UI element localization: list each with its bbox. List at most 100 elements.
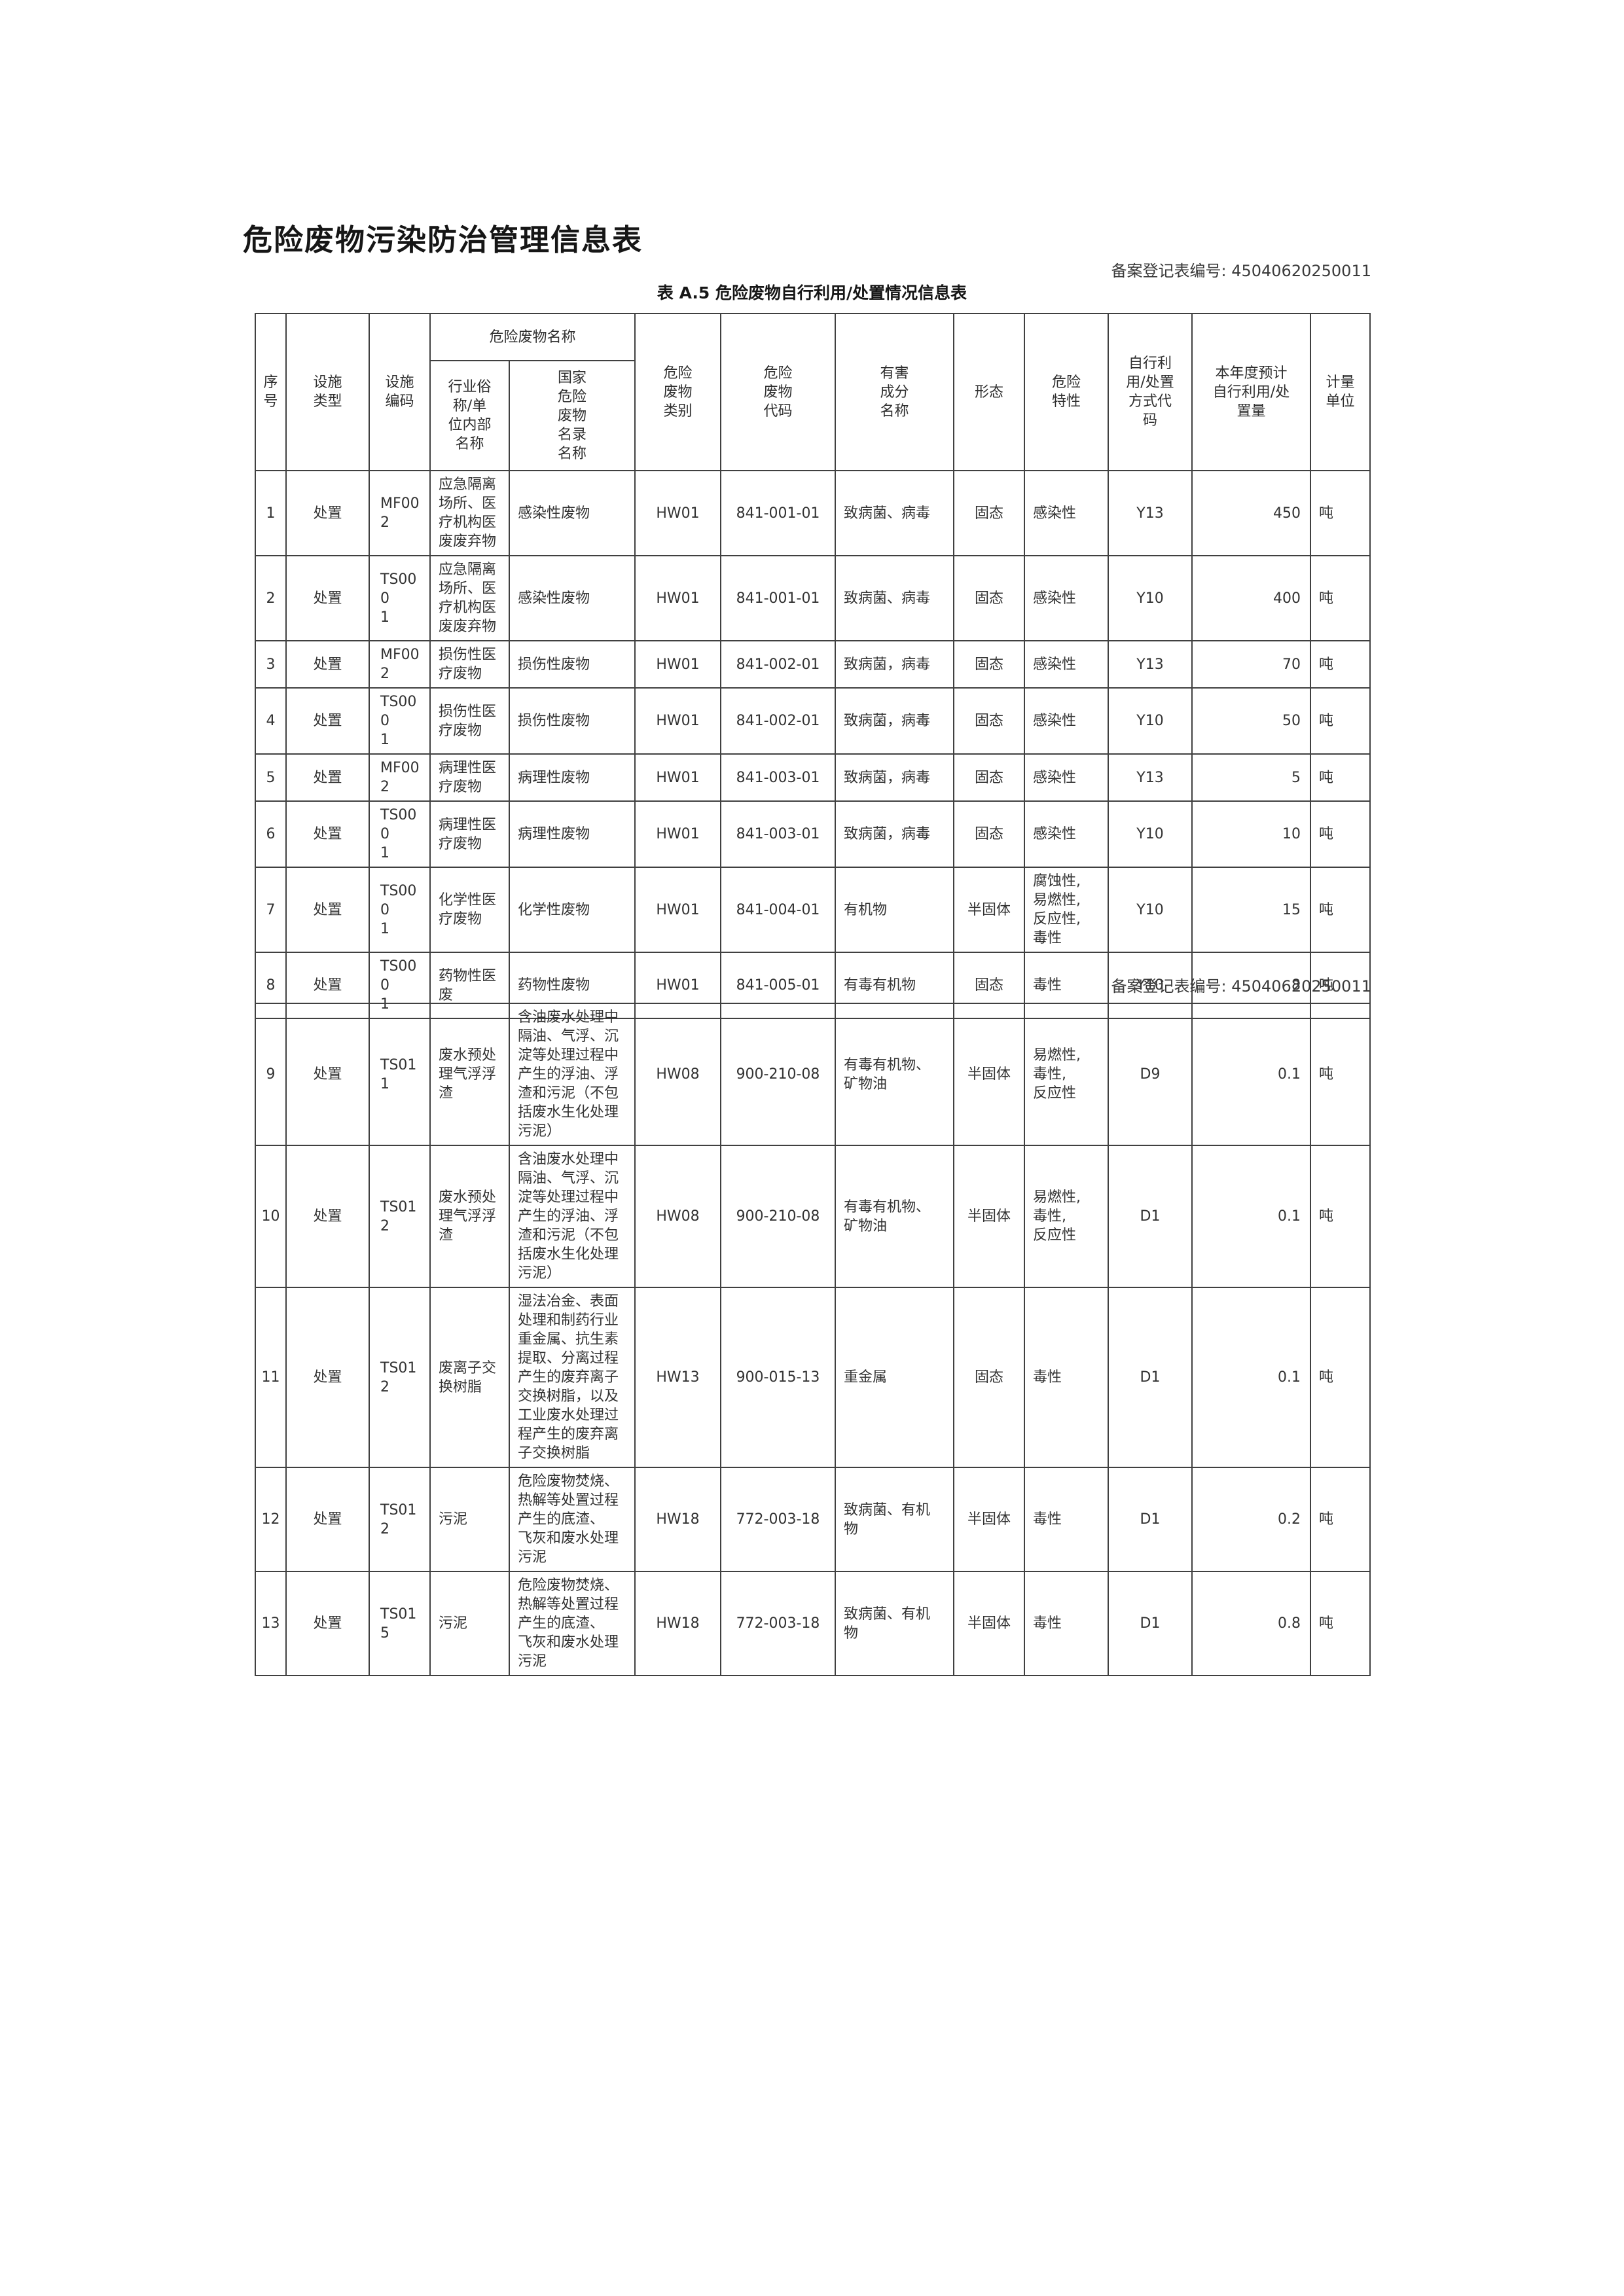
cell-method-code: Y13: [1108, 470, 1193, 556]
cell-facility-type: 处置: [285, 1287, 370, 1468]
cell-facility-type: 处置: [285, 555, 370, 641]
cell-harmful-component: 有毒有机物、 矿物油: [835, 1003, 954, 1146]
cell-facility-type: 处置: [285, 1571, 370, 1676]
cell-unit: 吨: [1310, 867, 1371, 953]
cell-harmful-component: 重金属: [835, 1287, 954, 1468]
cell-waste-code: 841-003-01: [720, 753, 837, 802]
cell-seq: 1: [255, 470, 287, 556]
cell-industry-name: 病理性医 疗废物: [429, 753, 510, 802]
cell-facility-code: MF002: [369, 470, 431, 556]
cell-catalog-name: 损伤性废物: [508, 687, 636, 755]
cell-amount: 0.1: [1191, 1003, 1311, 1146]
header-form: 形态: [953, 313, 1026, 471]
header-catalog-name: 国家 危险 废物 名录 名称: [508, 360, 636, 471]
cell-hazard-property: 感染性: [1024, 753, 1110, 802]
cell-waste-code: 900-210-08: [720, 1145, 836, 1288]
header-facility-code: 设施 编码: [369, 313, 431, 471]
cell-facility-type: 处置: [285, 753, 370, 802]
cell-industry-name: 应急隔离 场所、医 疗机构医 废废弃物: [429, 555, 510, 641]
cell-method-code: D1: [1108, 1145, 1193, 1288]
cell-catalog-name: 病理性废物: [508, 800, 636, 868]
cell-form: 固态: [953, 640, 1026, 689]
cell-facility-type: 处置: [285, 1003, 370, 1146]
cell-waste-code: 772-003-18: [720, 1571, 836, 1676]
cell-form: 半固体: [953, 867, 1026, 953]
table-header: 序 号 设施 类型 设施 编码 危险废物名称 危险 废物 类别 危险 废物 代码…: [255, 313, 1371, 471]
header-row-group: 序 号 设施 类型 设施 编码 危险废物名称 危险 废物 类别 危险 废物 代码…: [255, 313, 1371, 471]
cell-unit: 吨: [1310, 640, 1371, 689]
cell-waste-code: 772-003-18: [720, 1467, 836, 1572]
table-row: 11 处置 TS012 废离子交 换树脂 湿法冶金、表面 处理和制药行业 重金属、抗生素…: [255, 1287, 1371, 1468]
cell-hazard-property: 毒性: [1024, 1287, 1109, 1468]
cell-harmful-component: 致病菌、有机 物: [835, 1571, 954, 1676]
registration-number-top: 备案登记表编号: 45040620250011: [1111, 262, 1372, 280]
cell-harmful-component: 致病菌、病毒: [835, 555, 955, 641]
cell-facility-code: TS000 1: [369, 867, 431, 953]
cell-catalog-name: 含油废水处理中 隔油、气浮、沉 淀等处理过程中 产生的浮油、浮 渣和污泥（不包 …: [509, 1003, 636, 1146]
cell-seq: 10: [255, 1145, 287, 1288]
header-hazard-property: 危险 特性: [1024, 313, 1110, 471]
cell-amount: 0.1: [1191, 1145, 1311, 1288]
table-row: 1 处置 MF002 应急隔离 场所、医 疗机构医 废废弃物 感染性废物 HW01 841-…: [255, 470, 1371, 556]
cell-waste-category: HW01: [634, 687, 722, 755]
cell-unit: 吨: [1310, 555, 1371, 641]
cell-facility-code: TS012: [369, 1145, 431, 1288]
cell-waste-category: HW01: [634, 800, 722, 868]
cell-catalog-name: 感染性废物: [508, 470, 636, 556]
cell-amount: 450: [1191, 470, 1312, 556]
cell-seq: 2: [255, 555, 287, 641]
cell-unit: 吨: [1310, 800, 1371, 868]
cell-unit: 吨: [1310, 1145, 1371, 1288]
cell-form: 固态: [953, 1287, 1025, 1468]
cell-catalog-name: 化学性废物: [508, 867, 636, 953]
cell-waste-code: 900-210-08: [720, 1003, 836, 1146]
cell-unit: 吨: [1310, 687, 1371, 755]
cell-hazard-property: 感染性: [1024, 687, 1110, 755]
cell-hazard-property: 感染性: [1024, 470, 1110, 556]
cell-industry-name: 污泥: [429, 1467, 510, 1572]
cell-method-code: Y10: [1108, 800, 1193, 868]
cell-hazard-property: 腐蚀性, 易燃性, 反应性, 毒性: [1024, 867, 1110, 953]
hazardous-waste-table-part2: 9 处置 TS011 废水预处 理气浮浮 渣含油废水处理中 隔油、气浮、沉 淀等处理过…: [255, 1003, 1371, 1676]
cell-amount: 70: [1191, 640, 1312, 689]
cell-seq: 13: [255, 1571, 287, 1676]
cell-method-code: D1: [1108, 1287, 1193, 1468]
cell-method-code: D1: [1108, 1467, 1193, 1572]
cell-form: 固态: [953, 753, 1026, 802]
cell-seq: 5: [255, 753, 287, 802]
cell-harmful-component: 致病菌，病毒: [835, 640, 955, 689]
cell-waste-category: HW01: [634, 867, 722, 953]
cell-waste-category: HW18: [634, 1467, 721, 1572]
cell-facility-type: 处置: [285, 640, 370, 689]
table-row: 12 处置 TS012 污泥 危险废物焚烧、 热解等处置过程 产生的底渣、 飞灰和废水处…: [255, 1467, 1371, 1572]
header-expected-amount: 本年度预计 自行利用/处 置量: [1191, 313, 1312, 471]
cell-facility-code: TS000 1: [369, 555, 431, 641]
table-row: 13 处置 TS015 污泥 危险废物焚烧、 热解等处置过程 产生的底渣、 飞灰和废水处…: [255, 1571, 1371, 1676]
cell-industry-name: 病理性医 疗废物: [429, 800, 510, 868]
cell-facility-type: 处置: [285, 687, 370, 755]
cell-form: 固态: [953, 687, 1026, 755]
table-row: 7 处置 TS000 1 化学性医 疗废物 化学性废物 HW01 841-004-01 有机物…: [255, 867, 1371, 953]
hazardous-waste-table-part1: 序 号 设施 类型 设施 编码 危险废物名称 危险 废物 类别 危险 废物 代码…: [255, 313, 1371, 1019]
cell-method-code: D1: [1108, 1571, 1193, 1676]
cell-seq: 11: [255, 1287, 287, 1468]
cell-harmful-component: 致病菌、有机 物: [835, 1467, 954, 1572]
cell-form: 半固体: [953, 1145, 1025, 1288]
cell-facility-code: MF002: [369, 753, 431, 802]
cell-facility-code: TS011: [369, 1003, 431, 1146]
cell-waste-category: HW01: [634, 640, 722, 689]
cell-facility-type: 处置: [285, 1145, 370, 1288]
cell-unit: 吨: [1310, 1003, 1371, 1146]
cell-facility-code: MF002: [369, 640, 431, 689]
cell-waste-code: 841-003-01: [720, 800, 837, 868]
table-body-part2: 9 处置 TS011 废水预处 理气浮浮 渣含油废水处理中 隔油、气浮、沉 淀等处理过…: [255, 1003, 1371, 1676]
cell-waste-code: 841-002-01: [720, 687, 837, 755]
cell-waste-code: 841-001-01: [720, 555, 837, 641]
table-row: 3 处置 MF002 损伤性医 疗废物 损伤性废物 HW01 841-002-01 致病菌，病…: [255, 640, 1371, 689]
cell-industry-name: 损伤性医 疗废物: [429, 640, 510, 689]
cell-industry-name: 污泥: [429, 1571, 510, 1676]
cell-amount: 10: [1191, 800, 1312, 868]
table-row: 4 处置 TS000 1 损伤性医 疗废物 损伤性废物 HW01 841-002-01 致病菌…: [255, 687, 1371, 755]
cell-industry-name: 废水预处 理气浮浮 渣: [429, 1003, 510, 1146]
cell-facility-type: 处置: [285, 1467, 370, 1572]
